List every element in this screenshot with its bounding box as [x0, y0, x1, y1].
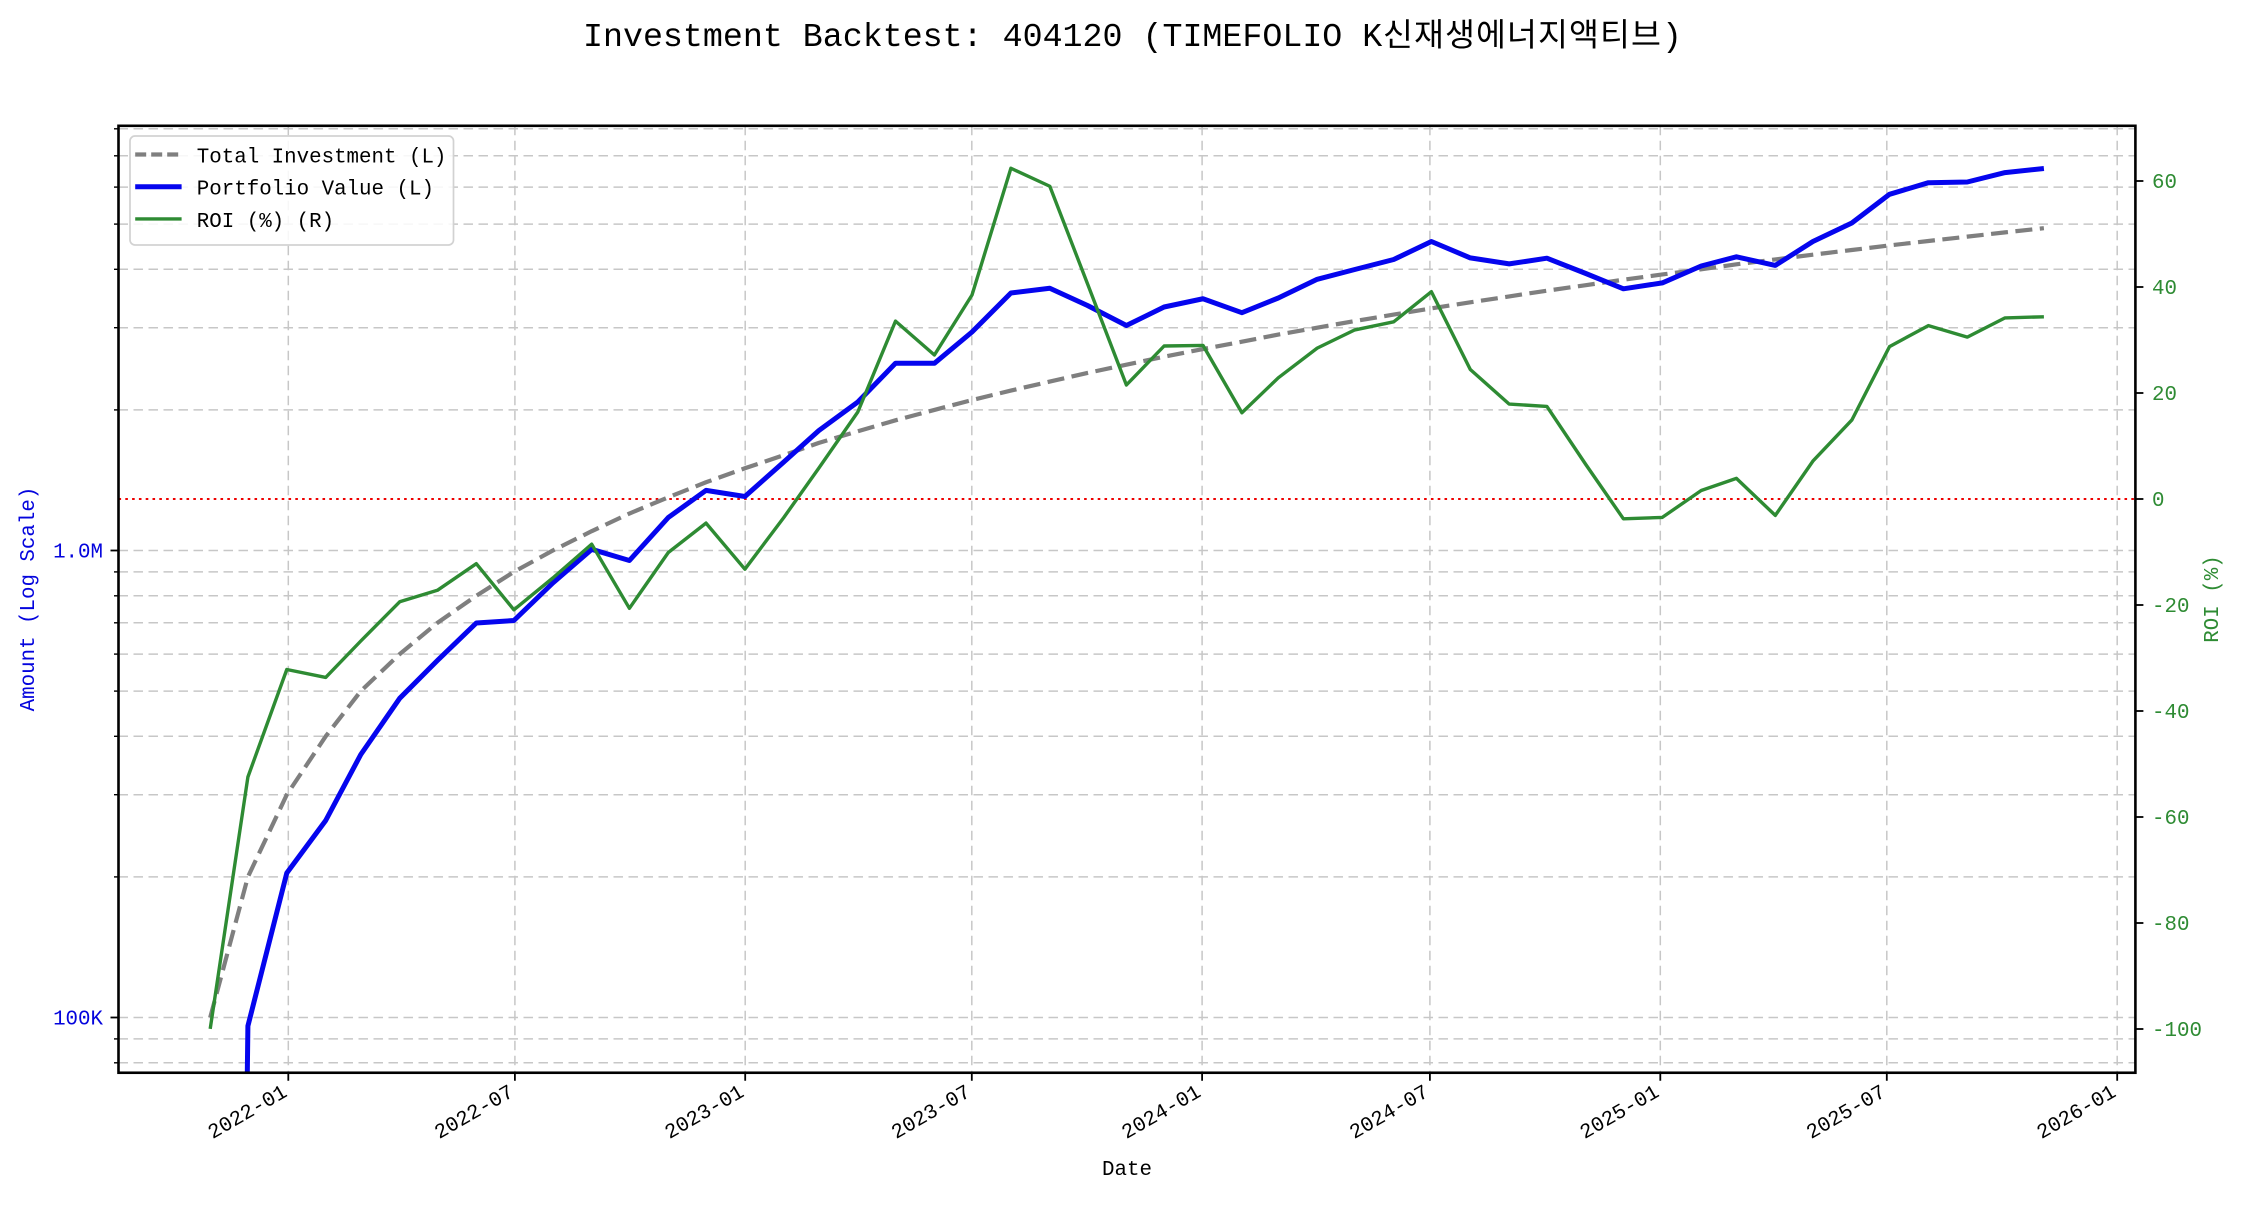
svg-text:): ) [1662, 18, 1682, 56]
svg-text:-60: -60 [2152, 808, 2189, 831]
svg-text:-20: -20 [2152, 596, 2189, 619]
svg-text:ROI (%): ROI (%) [2202, 555, 2225, 642]
svg-text:1.0M: 1.0M [53, 542, 103, 565]
svg-text:100K: 100K [53, 1009, 103, 1032]
svg-text:Investment Backtest: 404120 (T: Investment Backtest: 404120 (TIMEFOLIO K [583, 18, 1382, 56]
svg-text:Date: Date [1102, 1159, 1152, 1182]
svg-text:20: 20 [2152, 384, 2177, 407]
svg-text:40: 40 [2152, 278, 2177, 301]
svg-text:Amount (Log Scale): Amount (Log Scale) [18, 487, 41, 712]
svg-text:-80: -80 [2152, 914, 2189, 937]
svg-text:60: 60 [2152, 172, 2177, 195]
svg-text:ROI (%) (R): ROI (%) (R) [197, 211, 334, 234]
svg-text:Total Investment (L): Total Investment (L) [197, 147, 447, 170]
svg-text:-100: -100 [2152, 1020, 2202, 1043]
svg-text:0: 0 [2152, 490, 2164, 513]
svg-text:Portfolio Value (L): Portfolio Value (L) [197, 179, 434, 202]
svg-text:-40: -40 [2152, 702, 2189, 725]
